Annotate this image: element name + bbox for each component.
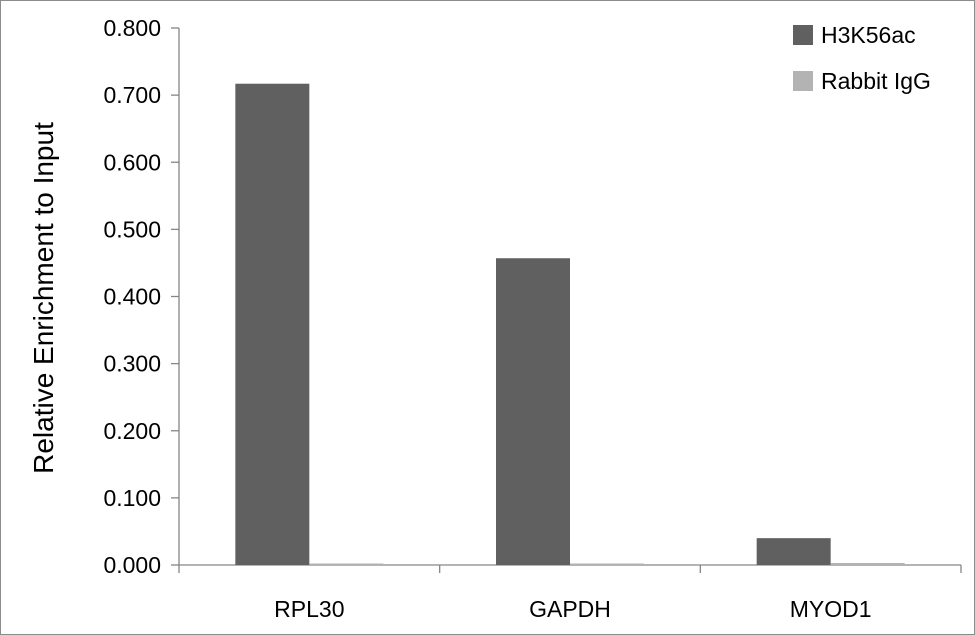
legend-swatch — [793, 25, 813, 45]
y-tick-label: 0.100 — [103, 485, 161, 511]
bar-h3k56ac-gapdh — [496, 258, 570, 565]
y-tick-label: 0.200 — [103, 418, 161, 444]
y-tick-label: 0.500 — [103, 216, 161, 242]
bar-rabbit-igg-myod1 — [830, 562, 905, 565]
y-tick-label: 0.400 — [103, 284, 161, 310]
legend-label: H3K56ac — [821, 22, 916, 48]
labels: 0.000 0.100 0.200 0.300 0.400 0.500 0.600 0.700… — [103, 15, 871, 622]
bar-h3k56ac-myod1 — [756, 538, 831, 565]
x-category-label: GAPDH — [529, 596, 611, 622]
y-tick-label: 0.800 — [103, 15, 161, 41]
bar-rabbit-igg-rpl30 — [309, 563, 384, 565]
y-tick-label: 0.300 — [103, 351, 161, 377]
y-tick-label: 0.700 — [103, 82, 161, 108]
legend-swatch — [793, 71, 813, 91]
y-tick-label: 0.000 — [103, 552, 161, 578]
bar-h3k56ac-rpl30 — [235, 83, 310, 566]
legend-label: Rabbit IgG — [821, 68, 931, 94]
bar-rabbit-igg-gapdh — [570, 563, 644, 565]
x-category-label: RPL30 — [274, 596, 344, 622]
legend: H3K56ac Rabbit IgG — [793, 22, 931, 94]
y-axis-title: Relative Enrichment to Input — [28, 122, 59, 474]
y-tick-label: 0.600 — [103, 149, 161, 175]
x-category-label: MYOD1 — [790, 596, 872, 622]
bars — [235, 83, 905, 566]
